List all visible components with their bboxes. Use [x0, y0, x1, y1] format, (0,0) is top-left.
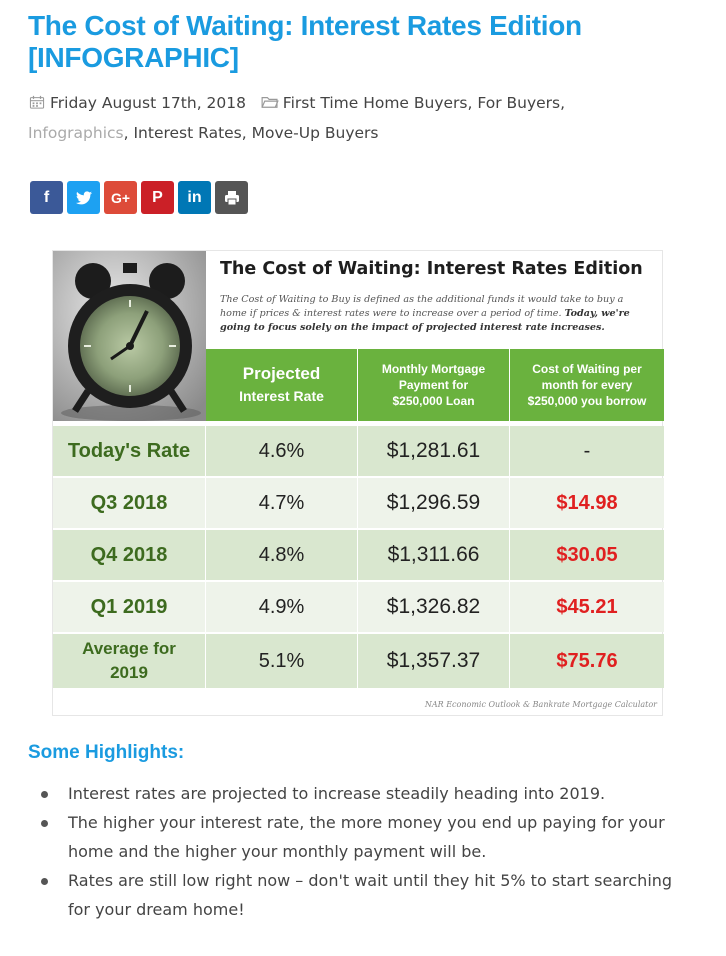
row-label: Q1 2019	[53, 582, 206, 632]
row-payment: $1,296.59	[358, 478, 510, 528]
row-payment: $1,281.61	[358, 426, 510, 476]
row-cost: $45.21	[556, 595, 618, 618]
row-rate: 4.7%	[206, 478, 358, 528]
description-text: The Cost of Waiting to Buy is defined as…	[220, 294, 624, 319]
row-cost: $75.76	[556, 649, 618, 672]
row-cost: $14.98	[556, 491, 618, 514]
row-label: Today's Rate	[53, 426, 206, 476]
row-payment: $1,326.82	[358, 582, 510, 632]
list-item-text: Interest rates are projected to increase…	[68, 784, 606, 803]
header-rate-line1: Projected	[242, 364, 321, 383]
description-emphasis: Today, we're going to focus solely on th…	[220, 308, 630, 333]
header-monthly-payment: Monthly Mortgage Payment for $250,000 Lo…	[358, 349, 509, 421]
table-row: Q1 2019 4.9% $1,326.82 $45.21	[53, 582, 664, 632]
category-links-2[interactable]: , Interest Rates, Move-Up Buyers	[123, 124, 379, 142]
highlights-title: Some Highlights:	[28, 742, 185, 763]
row-label: Q3 2018	[53, 478, 206, 528]
list-item: Rates are still low right now – don't wa…	[28, 866, 678, 924]
googleplus-icon: G+	[110, 189, 131, 206]
googleplus-share-button[interactable]: G+	[104, 181, 137, 214]
list-item: Interest rates are projected to increase…	[28, 779, 678, 808]
printer-icon	[224, 190, 239, 205]
row-rate: 4.8%	[206, 530, 358, 580]
post-date: Friday August 17th, 2018	[50, 94, 246, 112]
row-rate: 4.9%	[206, 582, 358, 632]
facebook-share-button[interactable]: f	[30, 181, 63, 214]
row-payment: $1,311.66	[358, 530, 510, 580]
post-meta: Friday August 17th, 2018 First Time Home…	[28, 88, 708, 148]
bullet-icon	[41, 820, 48, 827]
pinterest-icon: P	[152, 188, 163, 206]
alarm-clock-photo	[53, 251, 206, 421]
infographic-description: The Cost of Waiting to Buy is defined as…	[220, 293, 650, 335]
table-row: Today's Rate 4.6% $1,281.61 -	[53, 426, 664, 476]
list-item: The higher your interest rate, the more …	[28, 808, 678, 866]
header-rate-line2: Interest Rate	[239, 388, 324, 404]
row-label: Average for 2019	[53, 634, 206, 688]
post-title: The Cost of Waiting: Interest Rates Edit…	[28, 10, 582, 73]
folder-icon	[261, 97, 279, 108]
pinterest-share-button[interactable]: P	[141, 181, 174, 214]
infographic-title: The Cost of Waiting: Interest Rates Edit…	[220, 259, 643, 279]
header-cost-of-waiting: Cost of Waiting per month for every $250…	[510, 349, 664, 421]
calendar-icon	[29, 95, 45, 109]
list-item-text: The higher your interest rate, the more …	[68, 813, 665, 861]
header-projected-rate: Projected Interest Rate	[206, 349, 357, 421]
list-item-text: Rates are still low right now – don't wa…	[68, 871, 673, 919]
bullet-icon	[41, 791, 48, 798]
infographic: The Cost of Waiting: Interest Rates Edit…	[52, 250, 664, 716]
print-button[interactable]	[215, 181, 248, 214]
row-rate: 5.1%	[206, 634, 358, 688]
linkedin-icon: in	[187, 188, 202, 206]
row-cost: -	[583, 439, 591, 462]
linkedin-share-button[interactable]: in	[178, 181, 211, 214]
share-buttons: f G+ P in	[30, 181, 248, 214]
row-label: Q4 2018	[53, 530, 206, 580]
infographic-source: NAR Economic Outlook & Bankrate Mortgage…	[424, 700, 657, 709]
row-rate: 4.6%	[206, 426, 358, 476]
facebook-icon: f	[43, 188, 50, 206]
row-cost: $30.05	[556, 543, 618, 566]
table-row: Average for 2019 5.1% $1,357.37 $75.76	[53, 634, 664, 688]
category-links-1[interactable]: First Time Home Buyers, For Buyers,	[282, 94, 566, 112]
twitter-share-button[interactable]	[67, 181, 100, 214]
table-row: Q3 2018 4.7% $1,296.59 $14.98	[53, 478, 664, 528]
row-payment: $1,357.37	[358, 634, 510, 688]
category-link-infographics[interactable]: Infographics	[28, 124, 124, 142]
bullet-icon	[41, 878, 48, 885]
twitter-icon	[75, 190, 92, 204]
table-row: Q4 2018 4.8% $1,311.66 $30.05	[53, 530, 664, 580]
highlights-list: Interest rates are projected to increase…	[28, 779, 678, 924]
